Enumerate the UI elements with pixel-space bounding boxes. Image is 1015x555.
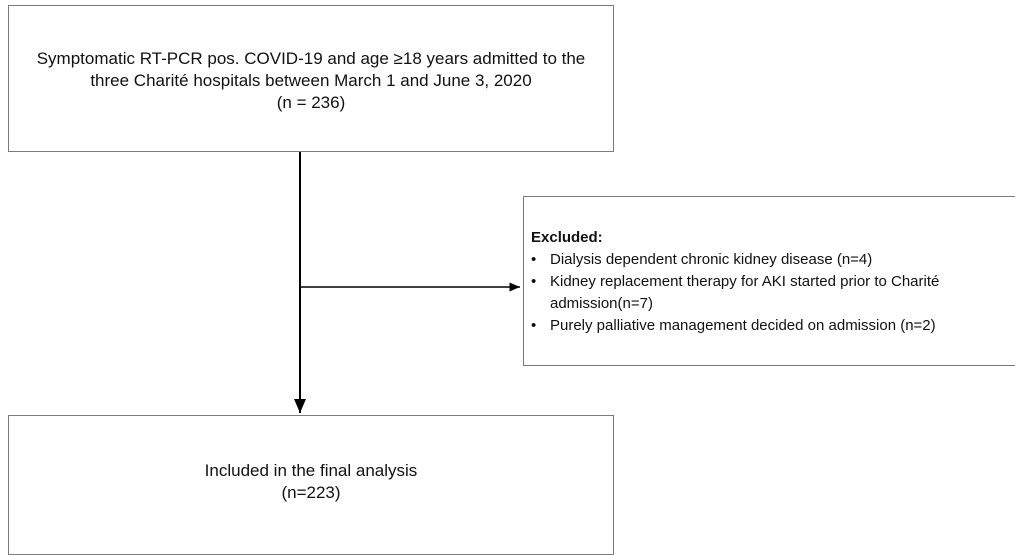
box-text: three Charité hospitals between March 1 …: [90, 71, 532, 90]
excluded-item: Purely palliative management decided on …: [531, 315, 1015, 337]
excluded-item: Dialysis dependent chronic kidney diseas…: [531, 249, 1015, 271]
excluded-item: Kidney replacement therapy for AKI start…: [531, 271, 1015, 315]
excluded-list: Dialysis dependent chronic kidney diseas…: [531, 249, 1015, 337]
item-text: Purely palliative management decided on …: [550, 317, 936, 334]
connectors: [294, 151, 520, 413]
item-text: Dialysis dependent chronic kidney diseas…: [550, 251, 873, 268]
excluded-heading: Excluded:: [531, 229, 603, 246]
box-text: (n = 236): [276, 93, 346, 112]
top-box: Symptomatic RT-PCR pos. COVID-19 and age…: [8, 5, 614, 152]
box-text: Symptomatic RT-PCR pos. COVID-19 and age…: [36, 49, 586, 68]
item-text: Kidney replacement therapy for AKI start…: [550, 273, 940, 290]
item-text: admission(n=7): [550, 295, 653, 312]
flowchart: Symptomatic RT-PCR pos. COVID-19 and age…: [0, 0, 1015, 541]
bottom-box: Included in the final analysis (n=223): [8, 415, 614, 555]
box-text: (n=223): [281, 483, 341, 502]
excluded-box: Excluded: Dialysis dependent chronic kid…: [523, 196, 1015, 366]
box-text: Included in the final analysis: [204, 461, 418, 480]
